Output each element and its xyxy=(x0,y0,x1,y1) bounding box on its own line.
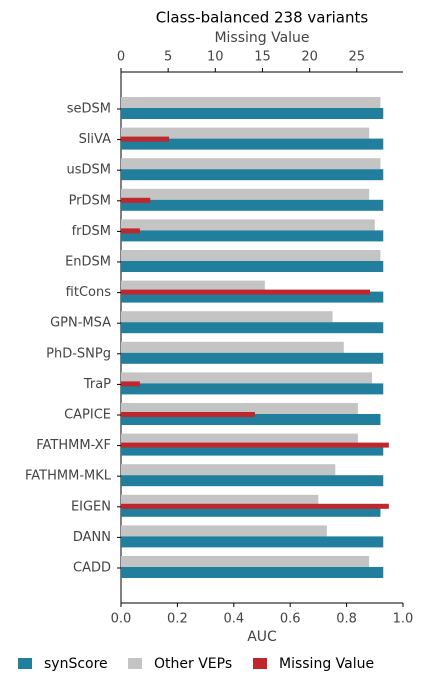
bar xyxy=(121,138,384,150)
x2-tick-label: 0 xyxy=(117,50,125,65)
legend-swatch xyxy=(128,658,142,669)
y-tick-label: FATHMM-XF xyxy=(36,438,111,453)
bar xyxy=(121,261,384,272)
bar xyxy=(121,136,170,142)
bar xyxy=(121,289,370,295)
x-tick-label: 0.8 xyxy=(336,612,357,627)
bar xyxy=(121,536,384,548)
y-tick-label: frDSM xyxy=(72,224,111,239)
bar xyxy=(121,556,370,567)
y-tick-label: PhD-SNPg xyxy=(46,346,111,361)
bar xyxy=(121,291,384,303)
bar xyxy=(121,219,375,231)
bar xyxy=(121,230,384,242)
bar xyxy=(121,475,384,487)
x-tick-label: 0.6 xyxy=(280,612,301,627)
bar xyxy=(121,169,384,181)
bar xyxy=(121,341,344,353)
bar xyxy=(121,412,255,417)
legend-swatch xyxy=(18,658,32,669)
x2-tick-label: 20 xyxy=(301,50,318,65)
y-tick-label: seDSM xyxy=(67,102,111,117)
x-tick-label: 0.2 xyxy=(167,612,188,627)
bar xyxy=(121,280,265,292)
y-tick-label: fitCons xyxy=(66,285,112,300)
x-tick-label: 0.0 xyxy=(111,612,132,627)
bar xyxy=(121,381,140,387)
bar xyxy=(121,228,140,234)
bar xyxy=(121,525,327,537)
y-tick-label: CAPICE xyxy=(64,408,111,423)
bar xyxy=(121,108,384,119)
bar xyxy=(121,158,381,170)
bar xyxy=(121,494,319,506)
y-tick-label: SliVA xyxy=(79,132,112,147)
chart-title: Class-balanced 238 variants xyxy=(156,9,369,27)
bar xyxy=(121,444,384,456)
legend-label: Missing Value xyxy=(279,656,374,672)
bar xyxy=(121,505,381,517)
x-axis-label: AUC xyxy=(247,629,277,645)
bar xyxy=(121,250,381,261)
bar xyxy=(121,464,336,476)
bar xyxy=(121,197,151,203)
bar xyxy=(121,442,389,448)
legend-label: synScore xyxy=(44,656,108,672)
y-tick-label: EnDSM xyxy=(65,255,111,270)
bar xyxy=(121,503,389,509)
x2-tick-label: 5 xyxy=(164,50,172,65)
y-tick-label: EIGEN xyxy=(71,499,111,514)
bar xyxy=(121,403,358,414)
bar xyxy=(121,322,384,334)
bar xyxy=(121,567,384,578)
y-tick-label: CADD xyxy=(73,561,111,576)
x2-tick-label: 10 xyxy=(207,50,224,65)
bar xyxy=(121,383,384,395)
legend-label: Other VEPs xyxy=(154,656,232,672)
y-tick-label: TraP xyxy=(83,377,111,392)
x2-tick-label: 15 xyxy=(254,50,271,65)
bar xyxy=(121,433,358,445)
bar xyxy=(121,97,381,108)
bar xyxy=(121,352,384,364)
bar xyxy=(121,127,370,139)
bar xyxy=(121,311,333,323)
y-tick-label: usDSM xyxy=(67,163,112,178)
bar xyxy=(121,372,372,384)
y-tick-label: FATHMM-MKL xyxy=(25,469,112,484)
x2-tick-label: 25 xyxy=(349,50,366,65)
y-tick-label: DANN xyxy=(73,530,111,545)
x2-axis-label: Missing Value xyxy=(214,30,309,46)
bar xyxy=(121,188,370,200)
y-tick-label: PrDSM xyxy=(69,193,111,208)
x-tick-label: 1.0 xyxy=(393,612,414,627)
bar xyxy=(121,414,381,425)
bar xyxy=(121,199,384,211)
x-tick-label: 0.4 xyxy=(223,612,244,627)
legend-swatch xyxy=(253,658,267,669)
y-tick-label: GPN-MSA xyxy=(50,316,111,331)
